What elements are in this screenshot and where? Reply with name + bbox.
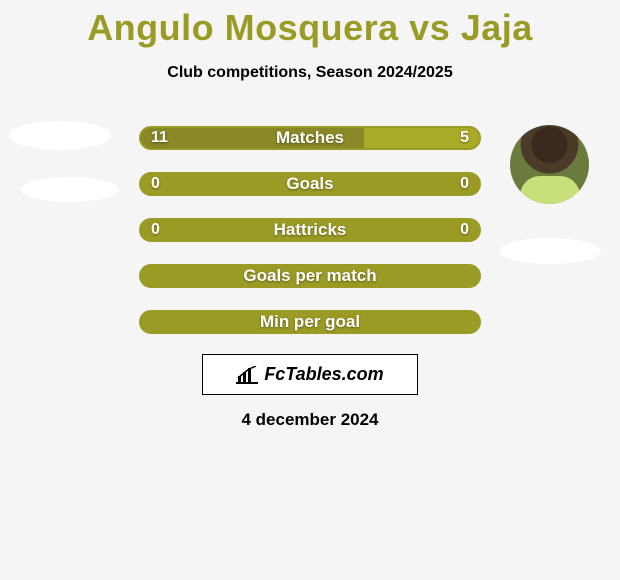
comparison-row: Goals0 0	[139, 172, 481, 196]
row-label: Hattricks	[141, 220, 479, 240]
row-label: Min per goal	[141, 312, 479, 332]
player-left-avatar	[9, 121, 111, 150]
date-stamp: 4 december 2024	[0, 410, 620, 430]
bar-chart-icon	[236, 366, 258, 384]
row-value-right: 5	[460, 128, 469, 148]
watermark: FcTables.com	[202, 354, 418, 395]
row-label: Matches	[141, 128, 479, 148]
comparison-rows: Matches115Goals00Hattricks00Goals per ma…	[139, 126, 481, 356]
row-value-left: 11	[151, 128, 168, 148]
comparison-row: Min per goal	[139, 310, 481, 334]
comparison-row: Matches11 5	[139, 126, 481, 150]
page-title: Angulo Mosquera vs Jaja	[0, 0, 620, 49]
row-value-right: 0	[460, 220, 469, 240]
row-value-left: 0	[151, 174, 160, 194]
row-label: Goals	[141, 174, 479, 194]
row-label: Goals per match	[141, 266, 479, 286]
watermark-text: FcTables.com	[264, 364, 383, 385]
row-value-left: 0	[151, 220, 160, 240]
row-value-right: 0	[460, 174, 469, 194]
player-right-avatar	[510, 125, 589, 204]
player-left-shadow	[21, 177, 119, 202]
comparison-row: Hattricks0 0	[139, 218, 481, 242]
comparison-row: Goals per match	[139, 264, 481, 288]
comparison-card: Angulo Mosquera vs Jaja Club competition…	[0, 0, 620, 580]
subtitle: Club competitions, Season 2024/2025	[0, 64, 620, 82]
player-right-shadow	[499, 238, 601, 264]
